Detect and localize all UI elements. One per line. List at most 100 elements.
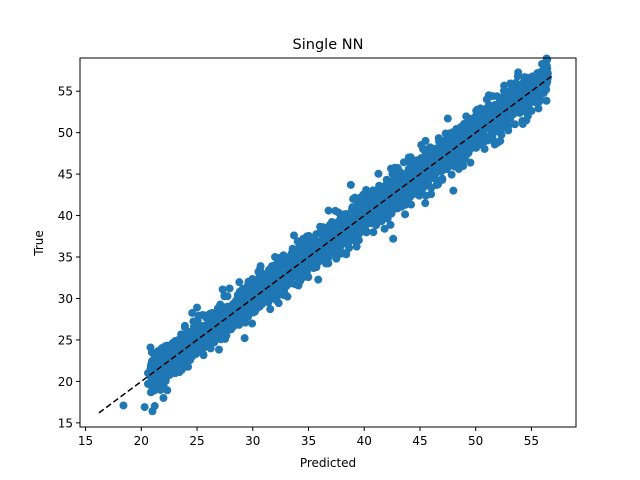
scatter-point bbox=[466, 158, 475, 167]
scatter-point bbox=[482, 95, 491, 104]
y-tick-label: 35 bbox=[58, 251, 73, 265]
y-axis-label: True bbox=[32, 230, 46, 257]
scatter-point bbox=[324, 206, 333, 215]
scatter-point bbox=[525, 106, 534, 115]
scatter-point bbox=[152, 358, 161, 367]
scatter-point bbox=[538, 75, 547, 84]
scatter-point bbox=[439, 161, 447, 170]
scatter-point bbox=[377, 216, 386, 225]
scatter-point bbox=[499, 86, 508, 95]
scatter-point bbox=[454, 164, 463, 173]
scatter-point bbox=[458, 143, 467, 152]
scatter-point bbox=[438, 174, 447, 183]
scatter-point bbox=[401, 210, 410, 219]
scatter-point bbox=[223, 292, 232, 301]
scatter-point bbox=[487, 103, 496, 112]
y-tick-label: 30 bbox=[58, 292, 73, 306]
scatter-point bbox=[177, 359, 186, 368]
identity-reference-line bbox=[98, 73, 555, 414]
x-axis-label: Predicted bbox=[300, 456, 356, 470]
scatter-point bbox=[519, 105, 528, 114]
scatter-point bbox=[218, 285, 227, 294]
scatter-point bbox=[271, 253, 280, 262]
scatter-point bbox=[390, 201, 399, 210]
x-tick-label: 50 bbox=[468, 434, 483, 448]
scatter-point bbox=[160, 384, 169, 393]
scatter-point bbox=[308, 243, 317, 252]
x-tick-label: 25 bbox=[189, 434, 204, 448]
scatter-point bbox=[456, 123, 465, 132]
y-tick-label: 25 bbox=[58, 333, 73, 347]
scatter-point bbox=[384, 177, 393, 186]
scatter-point bbox=[159, 393, 168, 402]
scatter-point bbox=[266, 283, 275, 292]
scatter-point bbox=[346, 180, 355, 189]
axes: 15 20 25 30 35 40 45 50 55 15 20 25 30 35 40 45 50 55 bbox=[58, 57, 577, 448]
scatter-point bbox=[421, 136, 430, 145]
scatter-point bbox=[143, 369, 152, 378]
scatter-point bbox=[309, 260, 318, 269]
scatter-point bbox=[348, 231, 357, 240]
scatter-point bbox=[202, 332, 211, 341]
scatter-point bbox=[399, 158, 408, 167]
y-tick-label: 15 bbox=[58, 416, 73, 430]
scatter-point bbox=[304, 255, 313, 264]
scatter-point bbox=[210, 338, 219, 347]
scatter-point bbox=[421, 191, 430, 200]
scatter-point bbox=[449, 186, 458, 195]
scatter-point bbox=[289, 256, 298, 264]
scatter-point bbox=[171, 347, 180, 356]
scatter-point bbox=[272, 293, 281, 302]
scatter-point bbox=[317, 256, 326, 265]
scatter-point bbox=[314, 275, 323, 284]
scatter-point bbox=[240, 334, 249, 343]
scatter-point bbox=[239, 303, 248, 312]
scatter-point bbox=[345, 243, 354, 252]
scatter-point bbox=[354, 236, 363, 245]
scatter-point bbox=[394, 194, 403, 203]
scatter-point bbox=[262, 290, 271, 299]
scatter-point bbox=[157, 364, 166, 373]
scatter-point bbox=[409, 167, 418, 176]
y-tick-label: 45 bbox=[58, 168, 73, 182]
scatter-point bbox=[264, 298, 273, 307]
scatter-point bbox=[476, 139, 485, 148]
scatter-point bbox=[354, 202, 363, 211]
scatter-point bbox=[518, 119, 527, 128]
scatter-point bbox=[222, 331, 231, 340]
scatter-point bbox=[350, 224, 359, 233]
scatter-point bbox=[404, 153, 413, 162]
scatter-point bbox=[217, 322, 226, 331]
scatter-point bbox=[252, 281, 261, 290]
scatter-point bbox=[513, 72, 522, 81]
scatter-point bbox=[302, 268, 311, 277]
scatter-point bbox=[345, 237, 354, 246]
y-tick-label: 20 bbox=[58, 375, 73, 389]
scatter-point bbox=[220, 311, 229, 320]
scatter-point bbox=[372, 221, 381, 230]
scatter-point bbox=[312, 230, 321, 239]
scatter-point bbox=[511, 78, 520, 87]
scatter-point bbox=[244, 312, 253, 321]
y-tick-label: 55 bbox=[58, 85, 73, 99]
scatter-point bbox=[485, 114, 494, 123]
chart-title: Single NN bbox=[293, 37, 364, 53]
scatter-point bbox=[150, 386, 159, 395]
scatter-point bbox=[318, 242, 327, 251]
scatter-point bbox=[270, 269, 279, 278]
scatter-point bbox=[177, 341, 186, 350]
scatter-point bbox=[304, 231, 313, 240]
scatter-point bbox=[507, 89, 516, 98]
scatter-point bbox=[290, 231, 298, 240]
scatter-point bbox=[342, 250, 351, 259]
scatter-point bbox=[526, 94, 535, 103]
scatter-point bbox=[331, 206, 340, 215]
scatter-point bbox=[248, 319, 257, 328]
scatter-point bbox=[331, 236, 340, 245]
scatter-point bbox=[402, 176, 411, 185]
scatter-point bbox=[182, 348, 191, 357]
scatter-point bbox=[432, 180, 441, 189]
scatter-point bbox=[225, 284, 234, 293]
scatter-point bbox=[215, 345, 223, 354]
scatter-points bbox=[119, 54, 552, 416]
